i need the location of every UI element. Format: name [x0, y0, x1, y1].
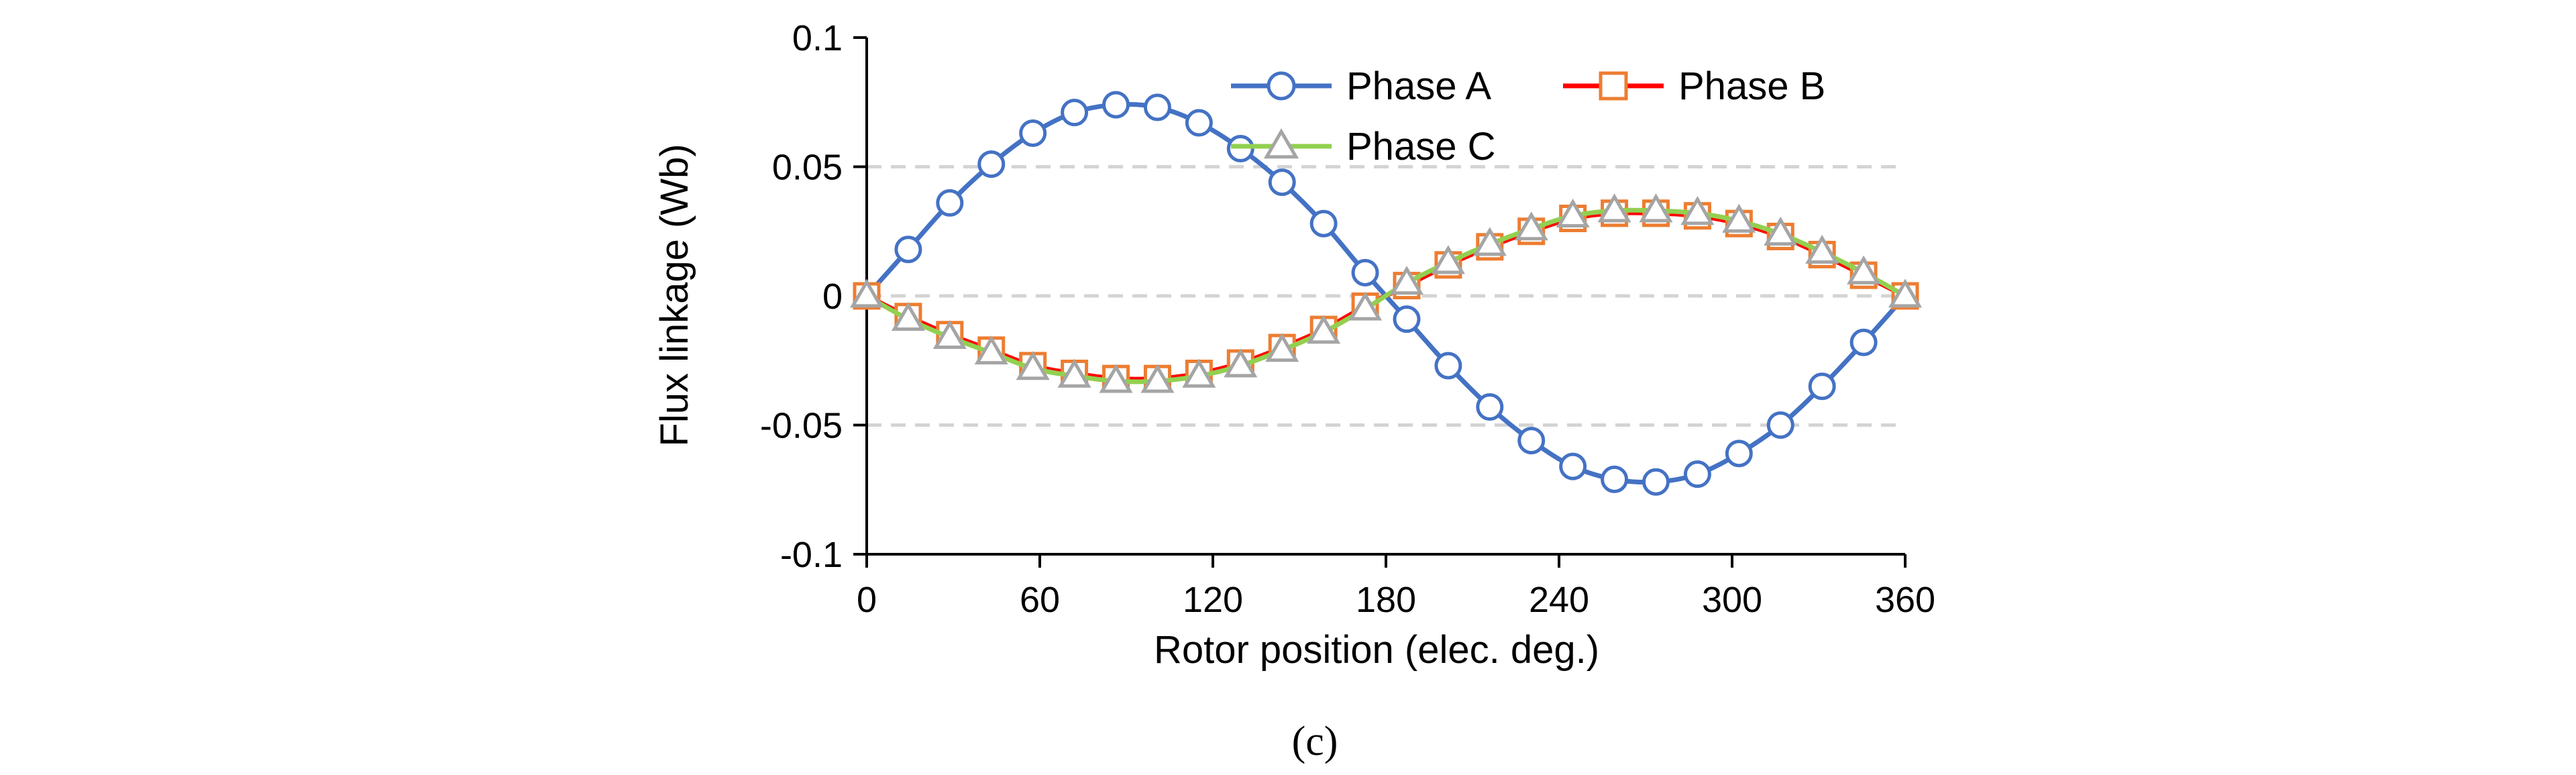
y-tick-label: 0 [822, 276, 843, 317]
phase-c-point [1680, 196, 1715, 225]
x-tick-label: 240 [1529, 580, 1589, 620]
phase-c-point [1224, 348, 1258, 378]
y-axis-title: Flux linkage (Wb) [653, 144, 696, 446]
phase-a-point [1559, 452, 1587, 480]
phase-c-point [1140, 364, 1175, 393]
phase-c-point [1514, 211, 1548, 241]
phase-c-point [1348, 291, 1383, 321]
phase-a-point [1019, 119, 1047, 147]
phase-c-point [1099, 364, 1133, 393]
phase-a-point [1309, 209, 1338, 238]
legend-marker-phase-a [1267, 71, 1296, 101]
phase-c-point [1888, 278, 1923, 308]
phase-a-point [1226, 135, 1254, 163]
phase-a-point [1808, 372, 1836, 401]
phase-c-point [1597, 193, 1631, 223]
x-tick-label: 120 [1183, 580, 1243, 620]
phase-a-point [1351, 258, 1379, 287]
phase-c-point [1556, 198, 1590, 228]
x-tick-label: 0 [857, 580, 877, 620]
legend-item-phase-a: Phase A [1231, 64, 1491, 108]
y-tick-label: 0.05 [772, 148, 843, 188]
ticks-layer: 0.1 0.05 0 -0.05 -0.1 0 60 120 180 240 300 360 [760, 18, 1935, 620]
phase-a-point [1061, 99, 1089, 127]
phase-a-point [1476, 393, 1504, 421]
phase-c-point [1472, 227, 1507, 256]
y-tick-label: -0.05 [760, 406, 843, 446]
phase-c-point [932, 319, 967, 350]
phase-a-point [1434, 352, 1462, 380]
phase-a-point [894, 236, 922, 264]
phase-a-point [1185, 109, 1213, 137]
phase-a-point [977, 150, 1006, 178]
legend-label-phase-a: Phase A [1346, 64, 1491, 108]
phase-c-point [1639, 193, 1673, 223]
x-tick-label: 60 [1020, 580, 1060, 620]
phase-c-point [1431, 245, 1465, 274]
phase-a-point [936, 189, 964, 217]
phase-a-point [1601, 465, 1629, 493]
phase-a-point [1268, 168, 1296, 197]
phase-c-point [1389, 266, 1424, 295]
series-layer [849, 91, 1923, 496]
phase-c-point [1847, 255, 1881, 285]
legend-marker-phase-b [1599, 71, 1628, 101]
legend-item-phase-b: Phase B [1563, 64, 1825, 108]
x-tick-label: 300 [1702, 580, 1762, 620]
phase-c-point [1182, 358, 1216, 388]
phase-a-point [1849, 328, 1878, 356]
phase-a-series [853, 91, 1919, 496]
figure-caption: (c) [1292, 719, 1338, 764]
phase-a-point [1642, 468, 1670, 496]
phase-c-point [1265, 333, 1299, 362]
phase-c-point [1016, 351, 1050, 380]
phase-a-point [1725, 440, 1753, 468]
phase-c-point [891, 301, 925, 331]
phase-a-point [1766, 411, 1794, 439]
x-tick-label: 360 [1875, 580, 1935, 620]
phase-a-point [1517, 427, 1546, 455]
phase-c-point [1722, 203, 1756, 233]
phase-a-point [1683, 460, 1711, 488]
phase-c-point [974, 335, 1008, 365]
legend-marker-phase-c [1263, 128, 1299, 159]
phase-c-point [1805, 234, 1839, 264]
phase-c-point [849, 278, 884, 308]
x-axis-title: Rotor position (elec. deg.) [1154, 628, 1599, 672]
phase-c-point [1764, 216, 1798, 246]
legend-label-phase-b: Phase B [1678, 64, 1825, 108]
phase-c-point [1307, 315, 1341, 344]
phase-c-series [849, 193, 1923, 393]
legend: Phase A Phase B Phase C [1231, 64, 1825, 168]
y-tick-label: 0.1 [792, 18, 843, 58]
legend-item-phase-c: Phase C [1231, 125, 1495, 168]
phase-a-point [1143, 93, 1171, 121]
phase-c-point [1057, 358, 1091, 388]
phase-a-point [1102, 91, 1130, 119]
y-tick-label: -0.1 [780, 535, 843, 575]
phase-a-point [1393, 305, 1421, 333]
legend-label-phase-c: Phase C [1346, 125, 1495, 168]
x-tick-label: 180 [1356, 580, 1416, 620]
